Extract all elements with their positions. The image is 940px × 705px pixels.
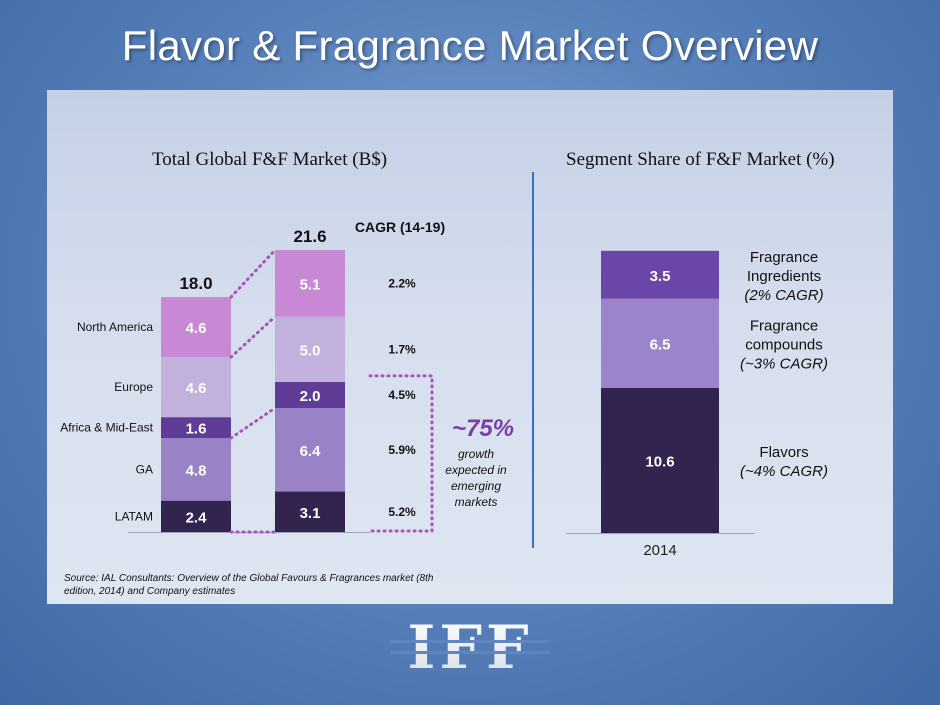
right-chart-title: Segment Share of F&F Market (%) <box>566 149 835 170</box>
left-chart-title: Total Global F&F Market (B$) <box>152 149 388 170</box>
growth-percent: ~75% <box>452 415 514 442</box>
cagr-value-latam: 5.2% <box>388 505 416 519</box>
segment-legend-ingredients: Ingredients <box>747 268 821 285</box>
bar-label-latam-2019: 3.1 <box>300 505 321 522</box>
cagr-value-ga: 5.9% <box>388 443 416 457</box>
segment-label-ingredients: 3.5 <box>650 268 671 285</box>
bar-label-ga-2014: 4.8 <box>186 462 207 479</box>
logo-text: IFF <box>407 618 532 676</box>
region-label-north_america: North America <box>77 320 153 334</box>
bar-europe-2019 <box>275 316 345 382</box>
cagr-value-north_america: 2.2% <box>388 276 416 290</box>
growth-text-line: markets <box>455 495 498 509</box>
bar-north_america-2019 <box>275 250 345 317</box>
total-label-2014: 18.0 <box>179 274 212 293</box>
bar-africa-2014 <box>161 417 231 439</box>
total-label-2019: 21.6 <box>293 227 326 246</box>
bar-latam-2019 <box>275 491 345 532</box>
bar-label-africa-2014: 1.6 <box>186 421 207 438</box>
segment-bar-flavors <box>601 387 719 533</box>
growth-text-line: expected in <box>445 463 507 477</box>
segment-note-compounds: (~3% CAGR) <box>740 355 828 372</box>
bar-label-europe-2014: 4.6 <box>186 380 207 397</box>
growth-text-line: emerging <box>451 479 501 493</box>
region-label-latam: LATAM <box>115 509 153 523</box>
bar-label-north_america-2014: 4.6 <box>186 320 207 337</box>
segment-note-ingredients: (2% CAGR) <box>744 287 823 304</box>
bar-europe-2014 <box>161 357 231 418</box>
bar-label-ga-2019: 6.4 <box>300 443 322 460</box>
segment-bar-compounds <box>601 298 719 388</box>
region-label-europe: Europe <box>114 380 153 394</box>
connector-line <box>229 406 277 440</box>
growth-text-line: growth <box>458 447 494 461</box>
bar-ga-2019 <box>275 408 345 492</box>
segment-legend-compounds: compounds <box>745 336 823 353</box>
segment-bar-ingredients <box>601 250 719 299</box>
right-year-label: 2014 <box>643 542 676 559</box>
cagr-value-europe: 1.7% <box>388 342 416 356</box>
emerging-bracket <box>368 374 434 533</box>
cagr-header: CAGR (14-19) <box>355 219 445 235</box>
segment-legend-ingredients: Fragrance <box>750 249 818 266</box>
source-note: Source: IAL Consultants: Overview of the… <box>64 573 434 597</box>
bar-latam-2014 <box>161 500 231 532</box>
segment-label-flavors: 10.6 <box>645 453 674 470</box>
region-label-africa: Africa & Mid-East <box>60 421 153 435</box>
bar-ga-2014 <box>161 438 231 501</box>
connector-line <box>229 315 277 359</box>
segment-legend-flavors: Flavors <box>759 444 808 461</box>
segment-legend-compounds: Fragrance <box>750 317 818 334</box>
bar-label-north_america-2019: 5.1 <box>300 276 321 293</box>
segment-label-compounds: 6.5 <box>650 336 671 353</box>
iff-logo: IFF <box>390 618 550 676</box>
bar-label-europe-2019: 5.0 <box>300 342 321 359</box>
bar-label-latam-2014: 2.4 <box>186 509 208 526</box>
region-label-ga: GA <box>136 462 153 476</box>
bar-africa-2019 <box>275 381 345 409</box>
connector-line <box>229 248 277 299</box>
page-title: Flavor & Fragrance Market Overview <box>121 22 819 69</box>
bar-label-africa-2019: 2.0 <box>300 388 321 405</box>
segment-note-flavors: (~4% CAGR) <box>740 463 828 480</box>
cagr-value-africa: 4.5% <box>388 388 416 402</box>
bar-north_america-2014 <box>161 297 231 358</box>
